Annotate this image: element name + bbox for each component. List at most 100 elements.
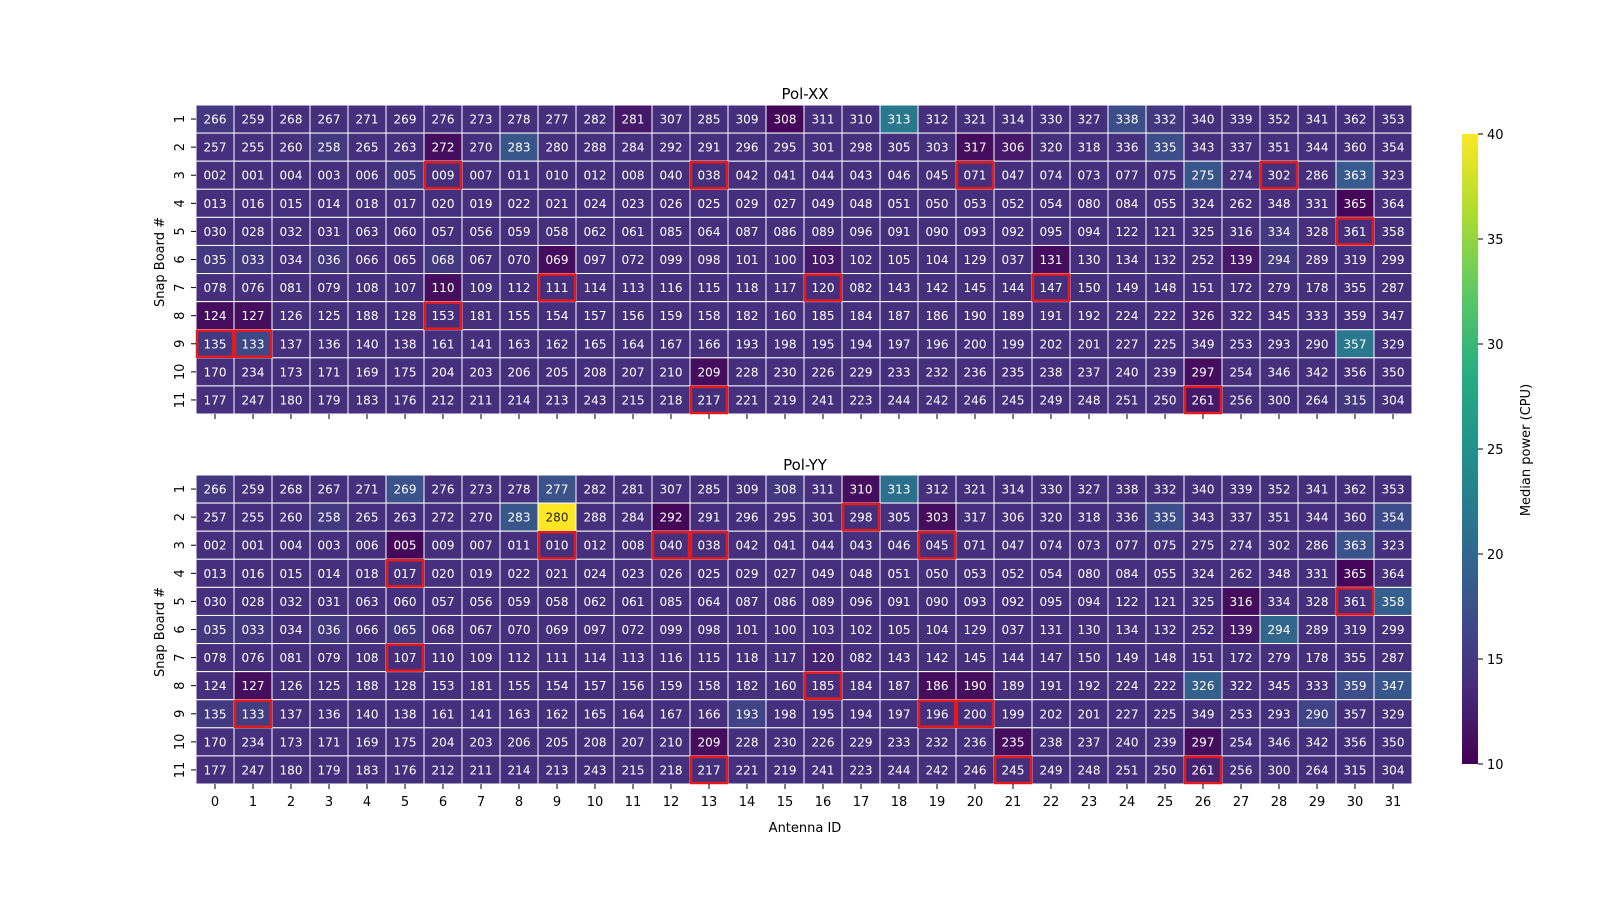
cell-label: 114 (584, 281, 607, 295)
heatmap-cell (385, 104, 425, 134)
cell-label: 217 (698, 763, 721, 777)
cell-label: 112 (508, 651, 531, 665)
cell-label: 258 (318, 511, 341, 525)
heatmap-cell (993, 104, 1033, 134)
cell-label: 171 (318, 365, 341, 379)
heatmap-cell (727, 273, 767, 303)
highlight-box (537, 273, 577, 302)
cell-label: 246 (964, 763, 987, 777)
cell-label: 066 (356, 623, 379, 637)
heatmap-cell (575, 614, 615, 645)
cell-label: 043 (850, 169, 873, 183)
heatmap-cell (765, 385, 805, 415)
cell-label: 018 (356, 567, 379, 581)
x-tick-label: 17 (853, 795, 870, 810)
cell-label: 002 (204, 539, 227, 553)
cell-label: 096 (850, 225, 873, 239)
cell-label: 225 (1154, 707, 1177, 721)
heatmap-cell (917, 216, 957, 246)
heatmap-cell (879, 474, 919, 504)
heatmap-cell (1145, 329, 1185, 359)
cell-label: 176 (394, 393, 417, 407)
cell-label: 134 (1116, 623, 1139, 637)
cell-label: 130 (1078, 623, 1101, 637)
cell-label: 281 (622, 113, 645, 127)
cell-label: 094 (1078, 595, 1101, 609)
heatmap-cell (993, 301, 1033, 331)
heatmap-cell (1031, 614, 1071, 645)
cell-label: 121 (1154, 225, 1177, 239)
cell-label: 115 (698, 651, 721, 665)
heatmap-cell (651, 474, 691, 504)
cell-label: 269 (394, 483, 417, 497)
heatmap-cell (1183, 216, 1223, 246)
cell-label: 302 (1268, 169, 1291, 183)
cell-label: 037 (1002, 623, 1025, 637)
cell-label: 180 (280, 763, 303, 777)
x-tick-label: 16 (815, 795, 832, 810)
cell-label: 076 (242, 651, 265, 665)
cell-label: 155 (508, 309, 531, 323)
cell-label: 016 (242, 567, 265, 581)
cell-label: 262 (1230, 567, 1253, 581)
highlight-box (423, 301, 463, 330)
heatmap-cell (423, 188, 463, 218)
heatmap-cell (727, 357, 767, 387)
x-tick-label: 9 (553, 795, 561, 810)
cell-label: 185 (812, 679, 835, 693)
cell-label: 274 (1230, 169, 1253, 183)
cell-label: 097 (584, 253, 607, 267)
cell-label: 058 (546, 595, 569, 609)
heatmap-cell (575, 474, 615, 504)
heatmap-cell (651, 614, 691, 645)
cell-label: 089 (812, 595, 835, 609)
cell-label: 098 (698, 253, 721, 267)
cell-label: 016 (242, 197, 265, 211)
cell-label: 203 (470, 735, 493, 749)
cell-label: 165 (584, 337, 607, 351)
cell-label: 284 (622, 511, 645, 525)
cell-label: 237 (1078, 365, 1101, 379)
heatmap-cell (347, 301, 387, 331)
cell-label: 360 (1344, 141, 1367, 155)
heatmap-cell (385, 474, 425, 504)
cell-label: 345 (1268, 309, 1291, 323)
cell-label: 114 (584, 651, 607, 665)
heatmap-cell (1107, 385, 1147, 415)
cell-label: 244 (888, 763, 911, 777)
heatmap-cell (1107, 699, 1147, 729)
cell-label: 286 (1306, 169, 1329, 183)
cell-label: 008 (622, 539, 645, 553)
colorbar-tick-label: 20 (1487, 548, 1504, 563)
colorbar-tick-label: 15 (1487, 653, 1504, 668)
cell-label: 131 (1040, 623, 1063, 637)
heatmap-cell (1221, 643, 1261, 673)
cell-label: 104 (926, 623, 949, 637)
cell-label: 092 (1002, 595, 1025, 609)
cell-label: 248 (1078, 763, 1101, 777)
heatmap-cell (765, 614, 805, 645)
cell-label: 072 (622, 623, 645, 637)
cell-label: 341 (1306, 483, 1329, 497)
cell-label: 248 (1078, 393, 1101, 407)
cell-label: 339 (1230, 113, 1253, 127)
cell-label: 003 (318, 169, 341, 183)
heatmap-cell (499, 188, 539, 218)
cell-label: 082 (850, 281, 873, 295)
cell-label: 348 (1268, 567, 1291, 581)
heatmap-cell (575, 586, 615, 616)
cell-label: 237 (1078, 735, 1101, 749)
heatmap-cell (765, 643, 805, 673)
heatmap-cell (271, 699, 311, 729)
cell-label: 283 (508, 141, 531, 155)
cell-label: 094 (1078, 225, 1101, 239)
cell-label: 140 (356, 707, 379, 721)
cell-label: 270 (470, 511, 493, 525)
heatmap-cell (917, 474, 957, 504)
heatmap-cell (1183, 132, 1223, 162)
cell-label: 102 (850, 253, 873, 267)
cell-label: 323 (1382, 169, 1405, 183)
heatmap-cell (879, 329, 919, 359)
cell-label: 203 (470, 365, 493, 379)
cell-label: 211 (470, 763, 493, 777)
